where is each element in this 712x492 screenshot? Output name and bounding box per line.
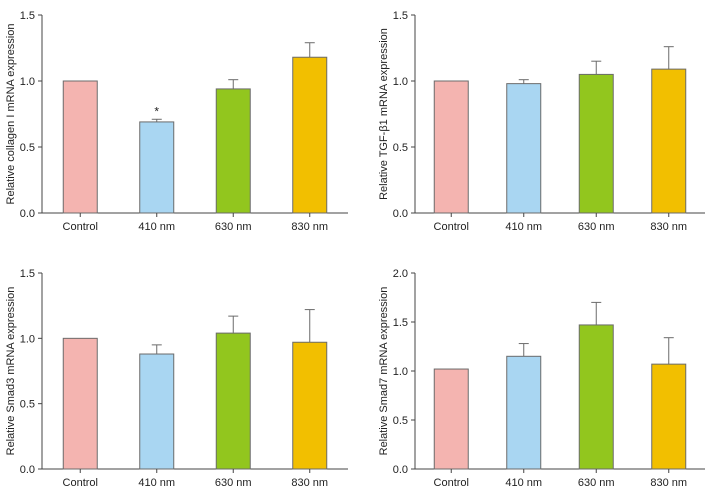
- x-category-label: 630 nm: [578, 221, 615, 233]
- bar: [292, 341, 328, 470]
- y-axis-title: Relative TGF-β1 mRNA expression: [378, 28, 390, 200]
- x-category-label: Control: [434, 221, 469, 233]
- y-tick-label: 1.0: [393, 76, 408, 88]
- y-tick-label: 0.5: [393, 142, 408, 154]
- y-tick-label: 0.0: [20, 208, 35, 220]
- y-tick-label: 0.0: [393, 208, 408, 220]
- x-category-label: 830 nm: [650, 477, 687, 489]
- y-axis-title: Relative collagen I mRNA expression: [5, 24, 17, 205]
- bar: [506, 355, 542, 470]
- bar: [292, 56, 328, 214]
- y-tick-label: 0.0: [20, 464, 35, 476]
- bar: [433, 368, 469, 470]
- x-category-label: 630 nm: [215, 477, 252, 489]
- bar: [433, 80, 469, 214]
- x-category-label: 830 nm: [291, 477, 328, 489]
- x-category-label: 410 nm: [505, 477, 542, 489]
- x-category-label: 410 nm: [505, 221, 542, 233]
- y-tick-label: 1.5: [20, 10, 35, 22]
- bar: [139, 353, 175, 470]
- y-tick-label: 1.5: [393, 10, 408, 22]
- bar: [62, 337, 98, 470]
- x-category-label: 830 nm: [291, 221, 328, 233]
- x-category-label: 410 nm: [138, 477, 175, 489]
- y-axis-title: Relative Smad7 mRNA expression: [378, 287, 390, 456]
- bar: [506, 83, 542, 214]
- bar: [651, 68, 687, 214]
- y-tick-label: 1.5: [393, 317, 408, 329]
- bar: [651, 363, 687, 470]
- bar: [578, 324, 614, 470]
- y-tick-label: 2.0: [393, 268, 408, 280]
- x-category-label: Control: [63, 221, 98, 233]
- x-category-label: 630 nm: [578, 477, 615, 489]
- y-tick-label: 1.0: [20, 333, 35, 345]
- y-tick-label: 0.5: [20, 399, 35, 411]
- bar: [215, 88, 251, 214]
- x-category-label: Control: [434, 477, 469, 489]
- x-category-label: 410 nm: [138, 221, 175, 233]
- y-tick-label: 1.0: [393, 366, 408, 378]
- bar: [139, 121, 175, 214]
- y-tick-label: 0.0: [393, 464, 408, 476]
- x-category-label: 830 nm: [650, 221, 687, 233]
- y-tick-label: 1.0: [20, 76, 35, 88]
- x-category-label: 630 nm: [215, 221, 252, 233]
- bar: [578, 73, 614, 214]
- y-tick-label: 0.5: [393, 415, 408, 427]
- y-tick-label: 0.5: [20, 142, 35, 154]
- bar: [62, 80, 98, 214]
- x-category-label: Control: [63, 477, 98, 489]
- bar: [215, 332, 251, 470]
- significance-marker: *: [154, 104, 159, 118]
- y-axis-title: Relative Smad3 mRNA expression: [5, 287, 17, 456]
- y-tick-label: 1.5: [20, 268, 35, 280]
